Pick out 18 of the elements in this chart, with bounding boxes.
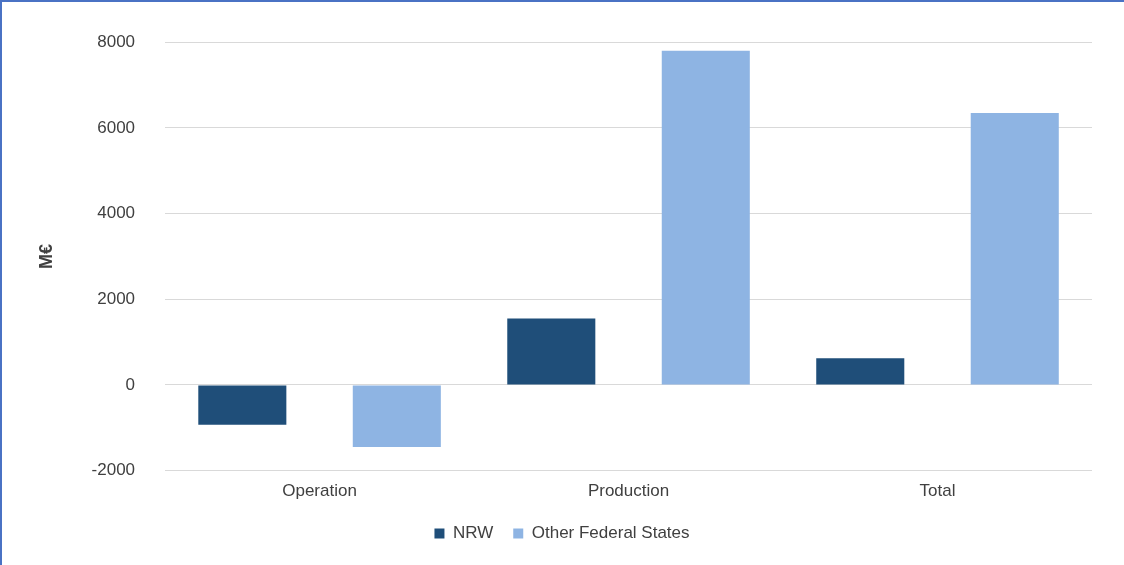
bar: [198, 385, 287, 425]
legend-label: Other Federal States: [531, 523, 690, 543]
x-tick-label: Total: [919, 481, 956, 501]
bar: [816, 358, 905, 385]
y-tick-label: 8000: [97, 31, 136, 51]
bar: [507, 318, 596, 385]
bar: [352, 385, 441, 448]
y-tick-label: -2000: [91, 460, 136, 480]
bar: [970, 112, 1059, 385]
x-tick-label: Production: [587, 481, 670, 501]
y-axis-title: M€: [35, 243, 56, 269]
y-tick-label: 6000: [97, 117, 136, 137]
x-tick-label: Operation: [282, 481, 357, 501]
legend-label: NRW: [452, 523, 494, 543]
y-tick-label: 0: [125, 374, 136, 394]
bar: [661, 50, 750, 385]
y-tick-label: 4000: [97, 203, 136, 223]
y-tick-label: 2000: [97, 288, 136, 308]
